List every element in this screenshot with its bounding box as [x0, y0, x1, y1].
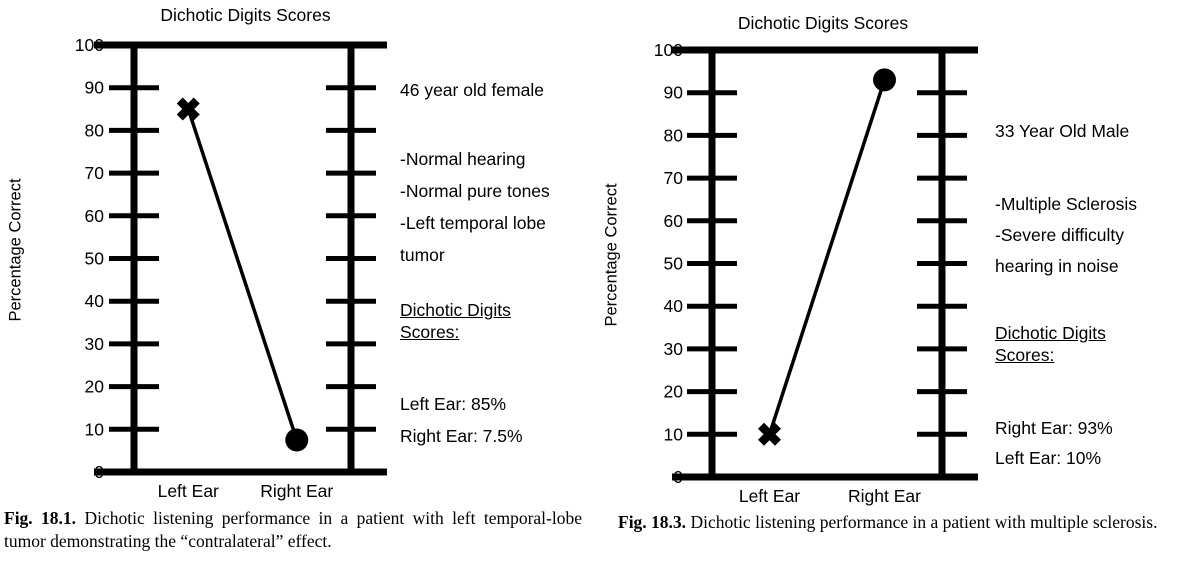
annotation-detail-line: -Severe difficulty — [995, 225, 1125, 245]
score-value-line: Left Ear: 85% — [400, 394, 507, 414]
y-tick-label: 40 — [664, 296, 684, 316]
figure-caption-text: Dichotic listening performance in a pati… — [4, 508, 583, 552]
x-category-label: Left Ear — [739, 486, 800, 506]
annotation-scores-heading: Dichotic Digits Scores: — [995, 322, 1106, 366]
y-tick-label: 50 — [85, 249, 105, 269]
y-tick-label: 70 — [664, 168, 684, 188]
scores-heading-line: Scores: — [995, 345, 1055, 365]
score-value-line: Right Ear: 7.5% — [400, 426, 523, 446]
x-marker — [757, 422, 782, 446]
annotation-detail-line: -Multiple Sclerosis — [995, 194, 1137, 214]
figure-caption-text: Dichotic listening performance in a pati… — [690, 512, 1158, 532]
annotation-patient-info: 33 Year Old Male — [995, 121, 1130, 141]
dichotic-digits-chart-right: 0 10 20 30 40 50 60 70 80 90 100 Left Ear Right Ear — [654, 40, 978, 506]
y-tick-label: 10 — [85, 419, 105, 439]
y-tick-label: 100 — [654, 40, 683, 60]
score-value-line: Right Ear: 93% — [995, 418, 1113, 438]
annotation-detail-line: hearing in noise — [995, 256, 1119, 276]
scores-heading-line: Scores: — [400, 322, 460, 342]
x-category-label: Right Ear — [848, 486, 921, 506]
y-tick-label: 90 — [85, 78, 105, 98]
figure-label: Fig. 18.1. — [4, 508, 77, 528]
scores-heading-line: Dichotic Digits — [995, 323, 1106, 343]
y-tick-label: 10 — [664, 424, 684, 444]
annotation-detail-line: -Left temporal lobe — [400, 213, 546, 233]
y-tick-label: 0 — [673, 467, 683, 487]
y-tick-label: 50 — [664, 254, 684, 274]
y-tick-label: 60 — [664, 211, 684, 231]
x-marker — [176, 97, 200, 121]
circle-marker — [285, 428, 309, 452]
chart-title: Dichotic Digits Scores — [737, 13, 909, 33]
annotation-clinical-details: -Multiple Sclerosis -Severe difficulty h… — [995, 189, 1137, 282]
y-axis-label: Percentage Correct — [6, 178, 25, 322]
figure-caption: Fig. 18.3. Dichotic listening performanc… — [618, 511, 1166, 534]
x-category-label: Right Ear — [260, 481, 333, 501]
y-tick-label: 80 — [85, 120, 105, 140]
annotation-clinical-details: -Normal hearing -Normal pure tones -Left… — [400, 143, 550, 271]
x-category-label: Left Ear — [158, 481, 219, 501]
y-tick-label: 80 — [664, 125, 684, 145]
y-tick-label: 30 — [85, 334, 105, 354]
score-value-line: Left Ear: 10% — [995, 448, 1102, 468]
chart-title: Dichotic Digits Scores — [160, 5, 331, 25]
circle-marker — [873, 68, 896, 92]
y-tick-label: 60 — [85, 206, 105, 226]
annotation-detail-line: -Normal pure tones — [400, 181, 550, 201]
y-tick-label: 30 — [664, 339, 684, 359]
y-tick-label: 70 — [85, 163, 105, 183]
data-line — [186, 108, 299, 441]
annotation-score-values: Left Ear: 85% Right Ear: 7.5% — [400, 388, 523, 452]
y-tick-label: 20 — [664, 382, 684, 402]
annotation-detail-line: -Normal hearing — [400, 149, 526, 169]
scores-heading-line: Dichotic Digits — [400, 300, 511, 320]
dichotic-digits-chart-left: 0 10 20 30 40 50 60 70 80 90 100 Left Ear Right Ear — [75, 35, 387, 501]
y-tick-label: 0 — [94, 462, 104, 482]
annotation-patient-info: 46 year old female — [400, 80, 544, 100]
figure-caption: Fig. 18.1. Dichotic listening performanc… — [4, 507, 582, 553]
y-tick-label: 100 — [75, 35, 104, 55]
y-axis-label: Percentage Correct — [602, 183, 621, 327]
data-line — [767, 79, 887, 435]
figure-panel-right: 0 10 20 30 40 50 60 70 80 90 100 Left Ear Right Ear … — [600, 0, 1204, 588]
y-tick-label: 90 — [664, 83, 684, 103]
y-tick-label: 20 — [85, 377, 105, 397]
annotation-detail-line: tumor — [400, 245, 445, 265]
y-tick-label: 40 — [85, 291, 105, 311]
annotation-score-values: Right Ear: 93% Left Ear: 10% — [995, 413, 1113, 473]
figure-panel-left: 0 10 20 30 40 50 60 70 80 90 100 Left Ear Right Ear … — [0, 0, 600, 588]
annotation-scores-heading: Dichotic Digits Scores: — [400, 299, 511, 343]
figure-label: Fig. 18.3. — [618, 512, 687, 532]
